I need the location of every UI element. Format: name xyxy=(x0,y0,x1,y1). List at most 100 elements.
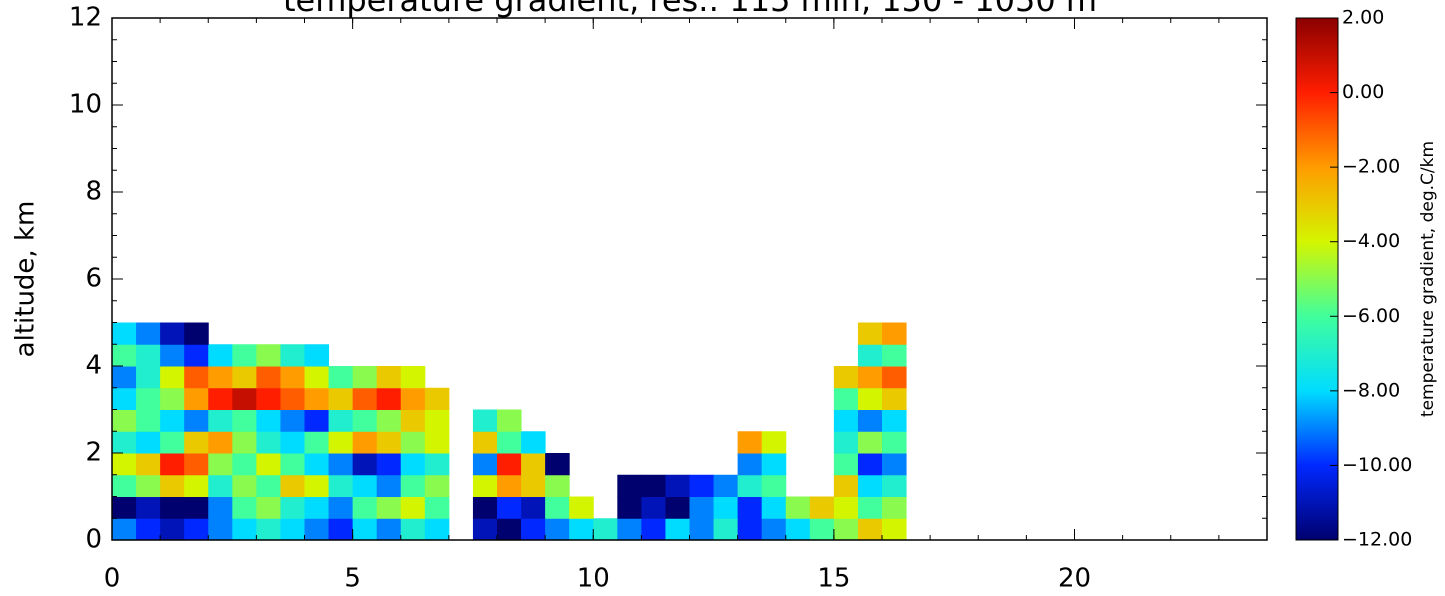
y-tick-label: 6 xyxy=(85,264,102,294)
heatmap-cell xyxy=(737,431,763,454)
heatmap-cell xyxy=(472,409,498,432)
heatmap-cell xyxy=(352,366,378,389)
heatmap-cell xyxy=(689,474,715,497)
heatmap-cell xyxy=(184,431,209,454)
heatmap-cell xyxy=(424,474,450,497)
heatmap-cell xyxy=(617,496,642,519)
colorbar-tick-label: −12.00 xyxy=(1342,529,1412,551)
heatmap-cell xyxy=(208,366,233,389)
heatmap-cell xyxy=(882,518,907,541)
heatmap-cell xyxy=(280,496,305,519)
heatmap-cell xyxy=(665,474,690,497)
heatmap-cell xyxy=(304,474,330,497)
heatmap-cell xyxy=(184,344,209,367)
heatmap-cell xyxy=(833,496,859,519)
y-tick-label: 8 xyxy=(85,177,102,207)
heatmap-cell xyxy=(521,453,546,476)
heatmap-cell xyxy=(112,366,137,389)
heatmap-cell xyxy=(328,474,354,497)
heatmap-cell xyxy=(304,344,330,367)
x-tick-label: 20 xyxy=(1058,564,1091,594)
colorbar-tick-label: 0.00 xyxy=(1342,81,1384,103)
heatmap-cell xyxy=(569,518,594,541)
heatmap-cell xyxy=(472,431,498,454)
heatmap-cell xyxy=(328,409,354,432)
heatmap-cell xyxy=(424,453,450,476)
heatmap-cell xyxy=(497,453,522,476)
heatmap-cell xyxy=(184,474,209,497)
heatmap-cell xyxy=(112,474,137,497)
heatmap-cell xyxy=(857,431,883,454)
heatmap-cell xyxy=(472,496,498,519)
heatmap-cell xyxy=(232,474,257,497)
heatmap-cell xyxy=(208,431,233,454)
heatmap-cell xyxy=(136,518,161,541)
heatmap-cell xyxy=(184,496,209,519)
heatmap-cell xyxy=(112,431,137,454)
heatmap-cell xyxy=(280,453,305,476)
heatmap-cell xyxy=(160,453,185,476)
heatmap-cell xyxy=(376,474,402,497)
heatmap-cell xyxy=(352,387,378,410)
heatmap-cell xyxy=(256,453,281,476)
heatmap-cell xyxy=(376,409,402,432)
heatmap-cell xyxy=(160,474,185,497)
heatmap-cell xyxy=(857,344,883,367)
heatmap-cell xyxy=(593,518,618,541)
heatmap-cell xyxy=(400,496,426,519)
heatmap-cell xyxy=(737,474,763,497)
heatmap-cell xyxy=(160,518,185,541)
heatmap-cell xyxy=(472,474,498,497)
heatmap-cell xyxy=(136,409,161,432)
heatmap-cell xyxy=(761,431,787,454)
heatmap-cell xyxy=(424,387,450,410)
heatmap-cell xyxy=(280,431,305,454)
heatmap-cell xyxy=(208,344,233,367)
heatmap-cell xyxy=(304,431,330,454)
heatmap-cell xyxy=(833,387,859,410)
heatmap-cell xyxy=(328,518,354,541)
heatmap-cell xyxy=(184,322,209,345)
heatmap-cell xyxy=(232,409,257,432)
heatmap-cell xyxy=(112,322,137,345)
heatmap-cell xyxy=(424,518,450,541)
heatmap-cell xyxy=(256,387,281,410)
heatmap-cell xyxy=(689,496,715,519)
heatmap-cell xyxy=(112,518,137,541)
heatmap-cell xyxy=(136,453,161,476)
heatmap-cell xyxy=(160,322,185,345)
heatmap-cell xyxy=(136,431,161,454)
heatmap-cell xyxy=(280,474,305,497)
heatmap-cell xyxy=(328,366,354,389)
heatmap-cell xyxy=(833,518,859,541)
heatmap-cell xyxy=(857,518,883,541)
heatmap-cell xyxy=(713,474,739,497)
heatmap-cell xyxy=(521,496,546,519)
heatmap-cell xyxy=(521,518,546,541)
heatmap-cell xyxy=(545,453,570,476)
heatmap-cell xyxy=(256,409,281,432)
heatmap-cell xyxy=(882,409,907,432)
heatmap-cell xyxy=(112,453,137,476)
colorbar-tick-label: −6.00 xyxy=(1342,305,1400,327)
heatmap-cell xyxy=(328,387,354,410)
heatmap-cell xyxy=(232,387,257,410)
heatmap-cell xyxy=(809,496,835,519)
heatmap-cell xyxy=(136,344,161,367)
heatmap-cell xyxy=(256,474,281,497)
heatmap-cell xyxy=(352,453,378,476)
y-axis-label: altitude, km xyxy=(11,201,41,358)
heatmap-cell xyxy=(472,453,498,476)
heatmap-cell xyxy=(857,496,883,519)
heatmap-cell xyxy=(761,518,787,541)
heatmap-cell xyxy=(400,474,426,497)
heatmap-cell xyxy=(545,474,570,497)
heatmap-cell xyxy=(617,474,642,497)
heatmap-cell xyxy=(833,366,859,389)
heatmap-cell xyxy=(833,453,859,476)
heatmap-cell xyxy=(809,518,835,541)
heatmap-cell xyxy=(136,496,161,519)
heatmap-cell xyxy=(256,496,281,519)
heatmap-cell xyxy=(400,409,426,432)
heatmap-cell xyxy=(424,409,450,432)
